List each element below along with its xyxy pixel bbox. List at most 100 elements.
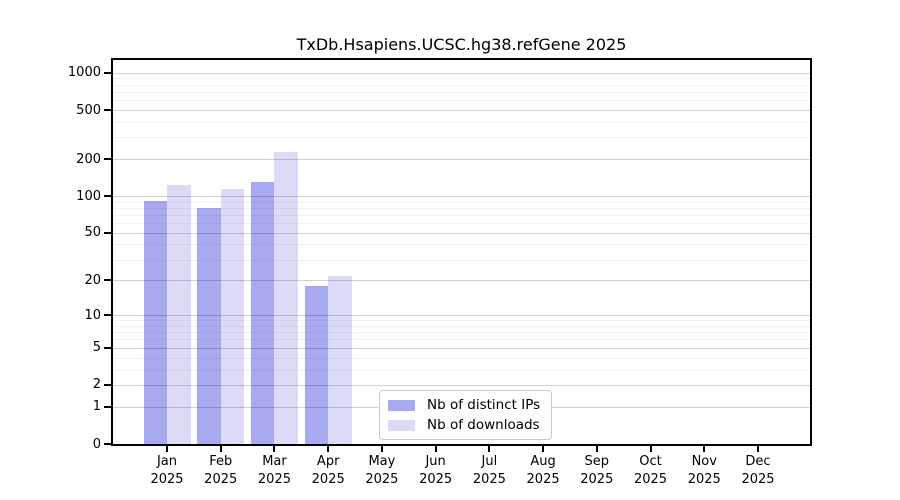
x-tick-month: Jun — [425, 454, 446, 469]
x-tick-mark — [595, 446, 598, 452]
plot-area: Nb of distinct IPs Nb of downloads — [111, 58, 812, 446]
x-tick-year: 2025 — [472, 471, 506, 487]
major-gridline — [113, 196, 810, 198]
x-tick-year: 2025 — [580, 471, 614, 487]
y-tick-mark — [104, 443, 111, 445]
minor-gridline — [113, 137, 810, 139]
x-tick-mark — [649, 446, 652, 452]
major-gridline — [113, 159, 810, 161]
minor-gridline — [113, 91, 810, 93]
x-tick-mark — [273, 446, 276, 452]
minor-gridline — [113, 320, 810, 322]
y-tick-label: 10 — [84, 307, 101, 323]
minor-gridline — [113, 369, 810, 371]
x-tick-mark — [488, 446, 491, 452]
bar-apr-downloads — [328, 275, 352, 444]
y-tick-label: 1 — [92, 399, 101, 415]
y-tick-label: 100 — [76, 188, 101, 204]
minor-gridline — [113, 332, 810, 334]
y-tick-mark — [104, 405, 111, 408]
major-gridline — [113, 72, 810, 74]
x-tick-month: Nov — [691, 454, 717, 469]
x-tick-label-jan: Jan 2025 — [137, 453, 197, 488]
x-tick-mark — [703, 446, 706, 452]
legend: Nb of distinct IPs Nb of downloads — [379, 390, 553, 440]
major-gridline — [113, 384, 810, 386]
x-tick-mark — [380, 446, 383, 452]
x-tick-mark — [756, 446, 759, 452]
x-tick-label-jun: Jun 2025 — [406, 453, 466, 488]
x-tick-mark — [166, 446, 168, 452]
y-tick-mark — [104, 231, 111, 234]
x-tick-label-nov: Nov 2025 — [674, 453, 734, 488]
x-tick-month: Aug — [530, 454, 556, 469]
y-tick-mark — [104, 71, 111, 74]
y-tick-label: 500 — [76, 102, 101, 118]
x-tick-label-aug: Aug 2025 — [513, 453, 573, 488]
major-gridline — [113, 280, 810, 282]
x-tick-year: 2025 — [150, 471, 184, 487]
bar-feb-distinct-ips — [197, 207, 221, 444]
y-tick-label: 5 — [92, 340, 101, 356]
x-tick-year: 2025 — [257, 471, 291, 487]
y-tick-mark — [104, 158, 111, 161]
x-tick-label-mar: Mar 2025 — [244, 453, 304, 488]
y-tick-mark — [104, 346, 111, 349]
y-tick-label: 2 — [92, 377, 101, 393]
x-tick-year: 2025 — [204, 471, 238, 487]
bar-mar-downloads — [274, 152, 298, 444]
minor-gridline — [113, 357, 810, 359]
x-tick-year: 2025 — [741, 471, 775, 487]
x-tick-year: 2025 — [633, 471, 668, 487]
x-tick-year: 2025 — [526, 471, 560, 487]
bar-mar-distinct-ips — [250, 182, 275, 444]
legend-item-distinct-ips: Nb of distinct IPs — [388, 397, 540, 413]
x-tick-month: Jul — [481, 454, 498, 469]
major-gridline — [113, 347, 810, 349]
minor-gridline — [113, 223, 810, 225]
x-tick-mark — [434, 446, 437, 452]
x-tick-month: Apr — [316, 454, 340, 469]
minor-gridline — [113, 214, 810, 216]
x-tick-label-jul: Jul 2025 — [459, 453, 519, 488]
y-tick-mark — [104, 109, 111, 111]
minor-gridline — [113, 100, 810, 102]
x-tick-mark — [219, 446, 222, 452]
x-tick-month: Mar — [262, 454, 287, 469]
x-tick-mark — [327, 446, 330, 452]
y-tick-mark — [104, 383, 111, 386]
x-tick-label-oct: Oct 2025 — [621, 453, 681, 488]
minor-gridline — [113, 339, 810, 341]
major-gridline — [113, 110, 810, 111]
minor-gridline — [113, 78, 810, 80]
bar-apr-distinct-ips — [304, 285, 329, 444]
bar-feb-downloads — [220, 189, 245, 444]
major-gridline — [113, 315, 810, 317]
legend-label-distinct-ips: Nb of distinct IPs — [427, 397, 541, 413]
y-tick-mark — [104, 195, 111, 198]
x-tick-month: Dec — [745, 454, 771, 469]
x-tick-label-feb: Feb 2025 — [191, 453, 251, 488]
x-tick-label-apr: Apr 2025 — [298, 453, 358, 488]
major-gridline — [113, 232, 810, 234]
legend-item-downloads: Nb of downloads — [388, 417, 540, 433]
x-tick-label-dec: Dec 2025 — [728, 453, 788, 488]
minor-gridline — [113, 121, 810, 123]
x-tick-month: Oct — [639, 454, 662, 469]
minor-gridline — [113, 259, 810, 261]
x-tick-label-sep: Sep 2025 — [567, 453, 627, 488]
bar-jan-distinct-ips — [143, 200, 167, 444]
minor-gridline — [113, 201, 810, 203]
x-tick-mark — [542, 446, 545, 452]
x-tick-year: 2025 — [311, 471, 345, 487]
x-tick-month: May — [368, 454, 396, 469]
x-tick-month: Jan — [156, 454, 178, 469]
minor-gridline — [113, 244, 810, 246]
chart-title: TxDb.Hsapiens.UCSC.hg38.refGene 2025 — [296, 35, 627, 54]
bar-jan-downloads — [167, 185, 191, 444]
y-tick-label: 20 — [84, 272, 101, 288]
y-tick-label: 1000 — [67, 65, 101, 81]
legend-swatch-downloads — [388, 419, 415, 431]
minor-gridline — [113, 325, 810, 327]
